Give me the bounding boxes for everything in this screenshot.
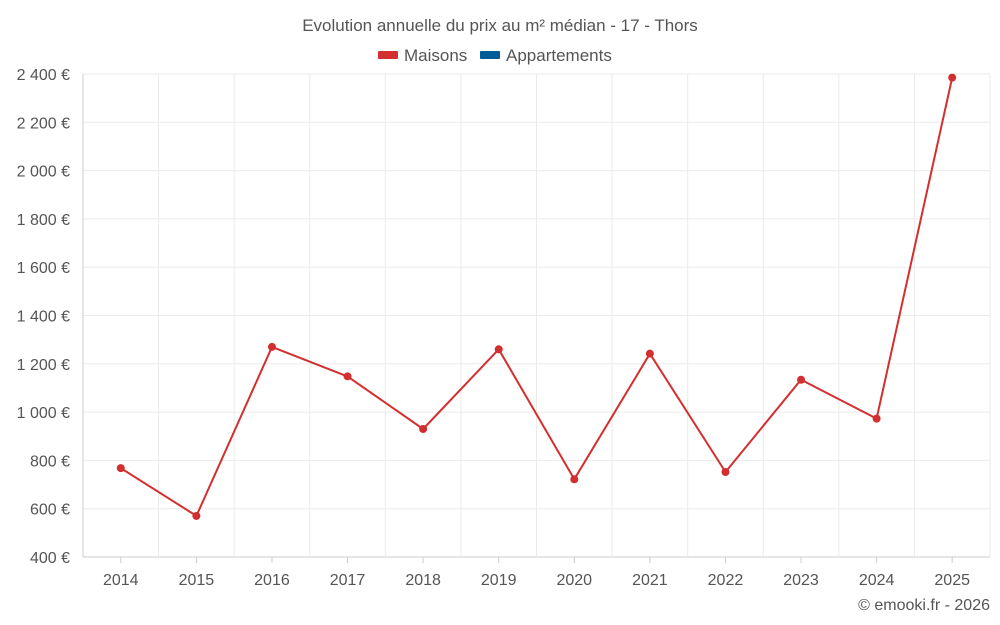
legend-item-appartements[interactable]: Appartements xyxy=(480,46,612,65)
x-tick-label: 2015 xyxy=(179,572,215,589)
data-point-maisons[interactable] xyxy=(192,511,201,520)
data-point-maisons[interactable] xyxy=(570,475,579,484)
y-tick-label: 2 400 € xyxy=(17,67,70,84)
y-tick-label: 2 000 € xyxy=(17,164,70,181)
y-tick-label: 800 € xyxy=(30,453,70,470)
chart-title: Evolution annuelle du prix au m² médian … xyxy=(302,16,698,35)
x-tick-label: 2023 xyxy=(783,572,819,589)
data-point-maisons[interactable] xyxy=(267,342,276,351)
y-tick-label: 2 200 € xyxy=(17,115,70,132)
data-point-maisons[interactable] xyxy=(116,464,125,473)
x-tick-label: 2016 xyxy=(254,572,290,589)
y-axis: 400 € 600 € 800 € 1 000 € 1 200 € 1 400 € 1 60… xyxy=(17,67,70,567)
x-tick-label: 2021 xyxy=(632,572,668,589)
x-tick-label: 2018 xyxy=(405,572,441,589)
data-point-maisons[interactable] xyxy=(419,425,428,434)
y-tick-label: 1 600 € xyxy=(17,260,70,277)
credit-text: © emooki.fr - 2026 xyxy=(858,597,990,614)
y-tick-label: 600 € xyxy=(30,502,70,519)
data-point-maisons[interactable] xyxy=(494,345,503,354)
legend-label-appartements: Appartements xyxy=(506,46,612,65)
data-point-maisons[interactable] xyxy=(948,73,957,82)
data-point-maisons[interactable] xyxy=(645,349,654,358)
data-point-maisons[interactable] xyxy=(343,372,352,381)
gridlines xyxy=(82,73,991,558)
legend-label-maisons: Maisons xyxy=(404,46,467,65)
x-tick-label: 2019 xyxy=(481,572,517,589)
data-point-maisons[interactable] xyxy=(872,414,881,423)
x-tick-label: 2024 xyxy=(859,572,895,589)
x-tick-label: 2017 xyxy=(330,572,366,589)
x-tick-label: 2014 xyxy=(103,572,139,589)
legend-item-maisons[interactable]: Maisons xyxy=(378,46,467,65)
x-tick-label: 2022 xyxy=(708,572,744,589)
x-axis: 2014 2015 2016 2017 2018 2019 2020 2021 2022 2023… xyxy=(103,557,970,589)
y-tick-label: 1 000 € xyxy=(17,405,70,422)
data-point-maisons[interactable] xyxy=(721,467,730,476)
data-point-maisons[interactable] xyxy=(797,375,806,384)
y-tick-label: 1 200 € xyxy=(17,357,70,374)
series-line-maisons xyxy=(120,77,954,517)
y-tick-label: 400 € xyxy=(30,550,70,567)
legend-swatch-appartements xyxy=(480,51,500,59)
x-tick-label: 2025 xyxy=(934,572,970,589)
series-layer xyxy=(116,73,957,520)
x-tick-label: 2020 xyxy=(556,572,592,589)
y-tick-label: 1 800 € xyxy=(17,212,70,229)
legend: Maisons Appartements xyxy=(378,46,612,65)
legend-swatch-maisons xyxy=(378,51,398,59)
y-tick-label: 1 400 € xyxy=(17,309,70,326)
